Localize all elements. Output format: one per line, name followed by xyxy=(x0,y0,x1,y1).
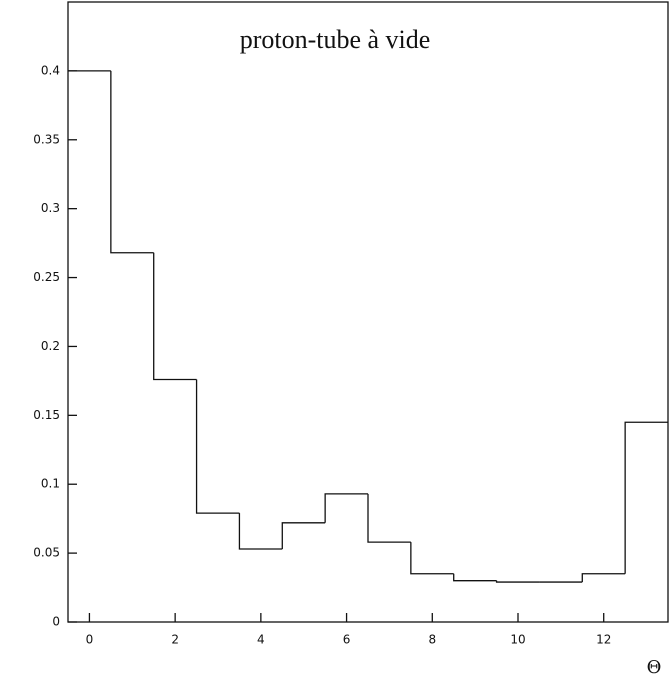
y-tick-label: 0.35 xyxy=(33,132,60,146)
histogram-bin xyxy=(453,573,497,582)
frame xyxy=(67,1,669,623)
y-tick-label: 0 xyxy=(52,615,60,629)
x-tick-label: 6 xyxy=(343,633,351,647)
x-tick-label: 10 xyxy=(510,633,525,647)
histogram-bin xyxy=(581,573,626,583)
histogram-bin xyxy=(153,252,197,381)
histogram-bin xyxy=(238,513,283,550)
chart-title: proton-tube à vide xyxy=(240,25,431,54)
x-tick-label: 8 xyxy=(428,633,436,647)
y-tick-label: 0.2 xyxy=(41,339,60,353)
y-tick-label: 0.4 xyxy=(41,63,60,77)
histogram-bin xyxy=(495,580,540,583)
histogram-bin xyxy=(195,379,240,514)
x-tick-label: 12 xyxy=(596,633,611,647)
y-tick-label: 0.25 xyxy=(33,270,60,284)
histogram-bin xyxy=(410,542,454,575)
y-tick-label: 0.15 xyxy=(33,408,60,422)
histogram-bin xyxy=(324,493,368,523)
y-tick-label: 0.3 xyxy=(41,201,60,215)
histogram-bin xyxy=(110,70,154,254)
x-tick-label: 2 xyxy=(171,633,179,647)
y-tick-label: 0.05 xyxy=(33,546,60,560)
histogram-bin xyxy=(281,522,326,549)
histogram-bin xyxy=(367,493,411,543)
histogram-bin xyxy=(624,421,668,574)
x-axis-label: Θ xyxy=(647,657,662,678)
y-tick-label: 0.1 xyxy=(41,477,60,491)
x-tick-label: 0 xyxy=(86,633,94,647)
x-tick-label: 4 xyxy=(257,633,265,647)
